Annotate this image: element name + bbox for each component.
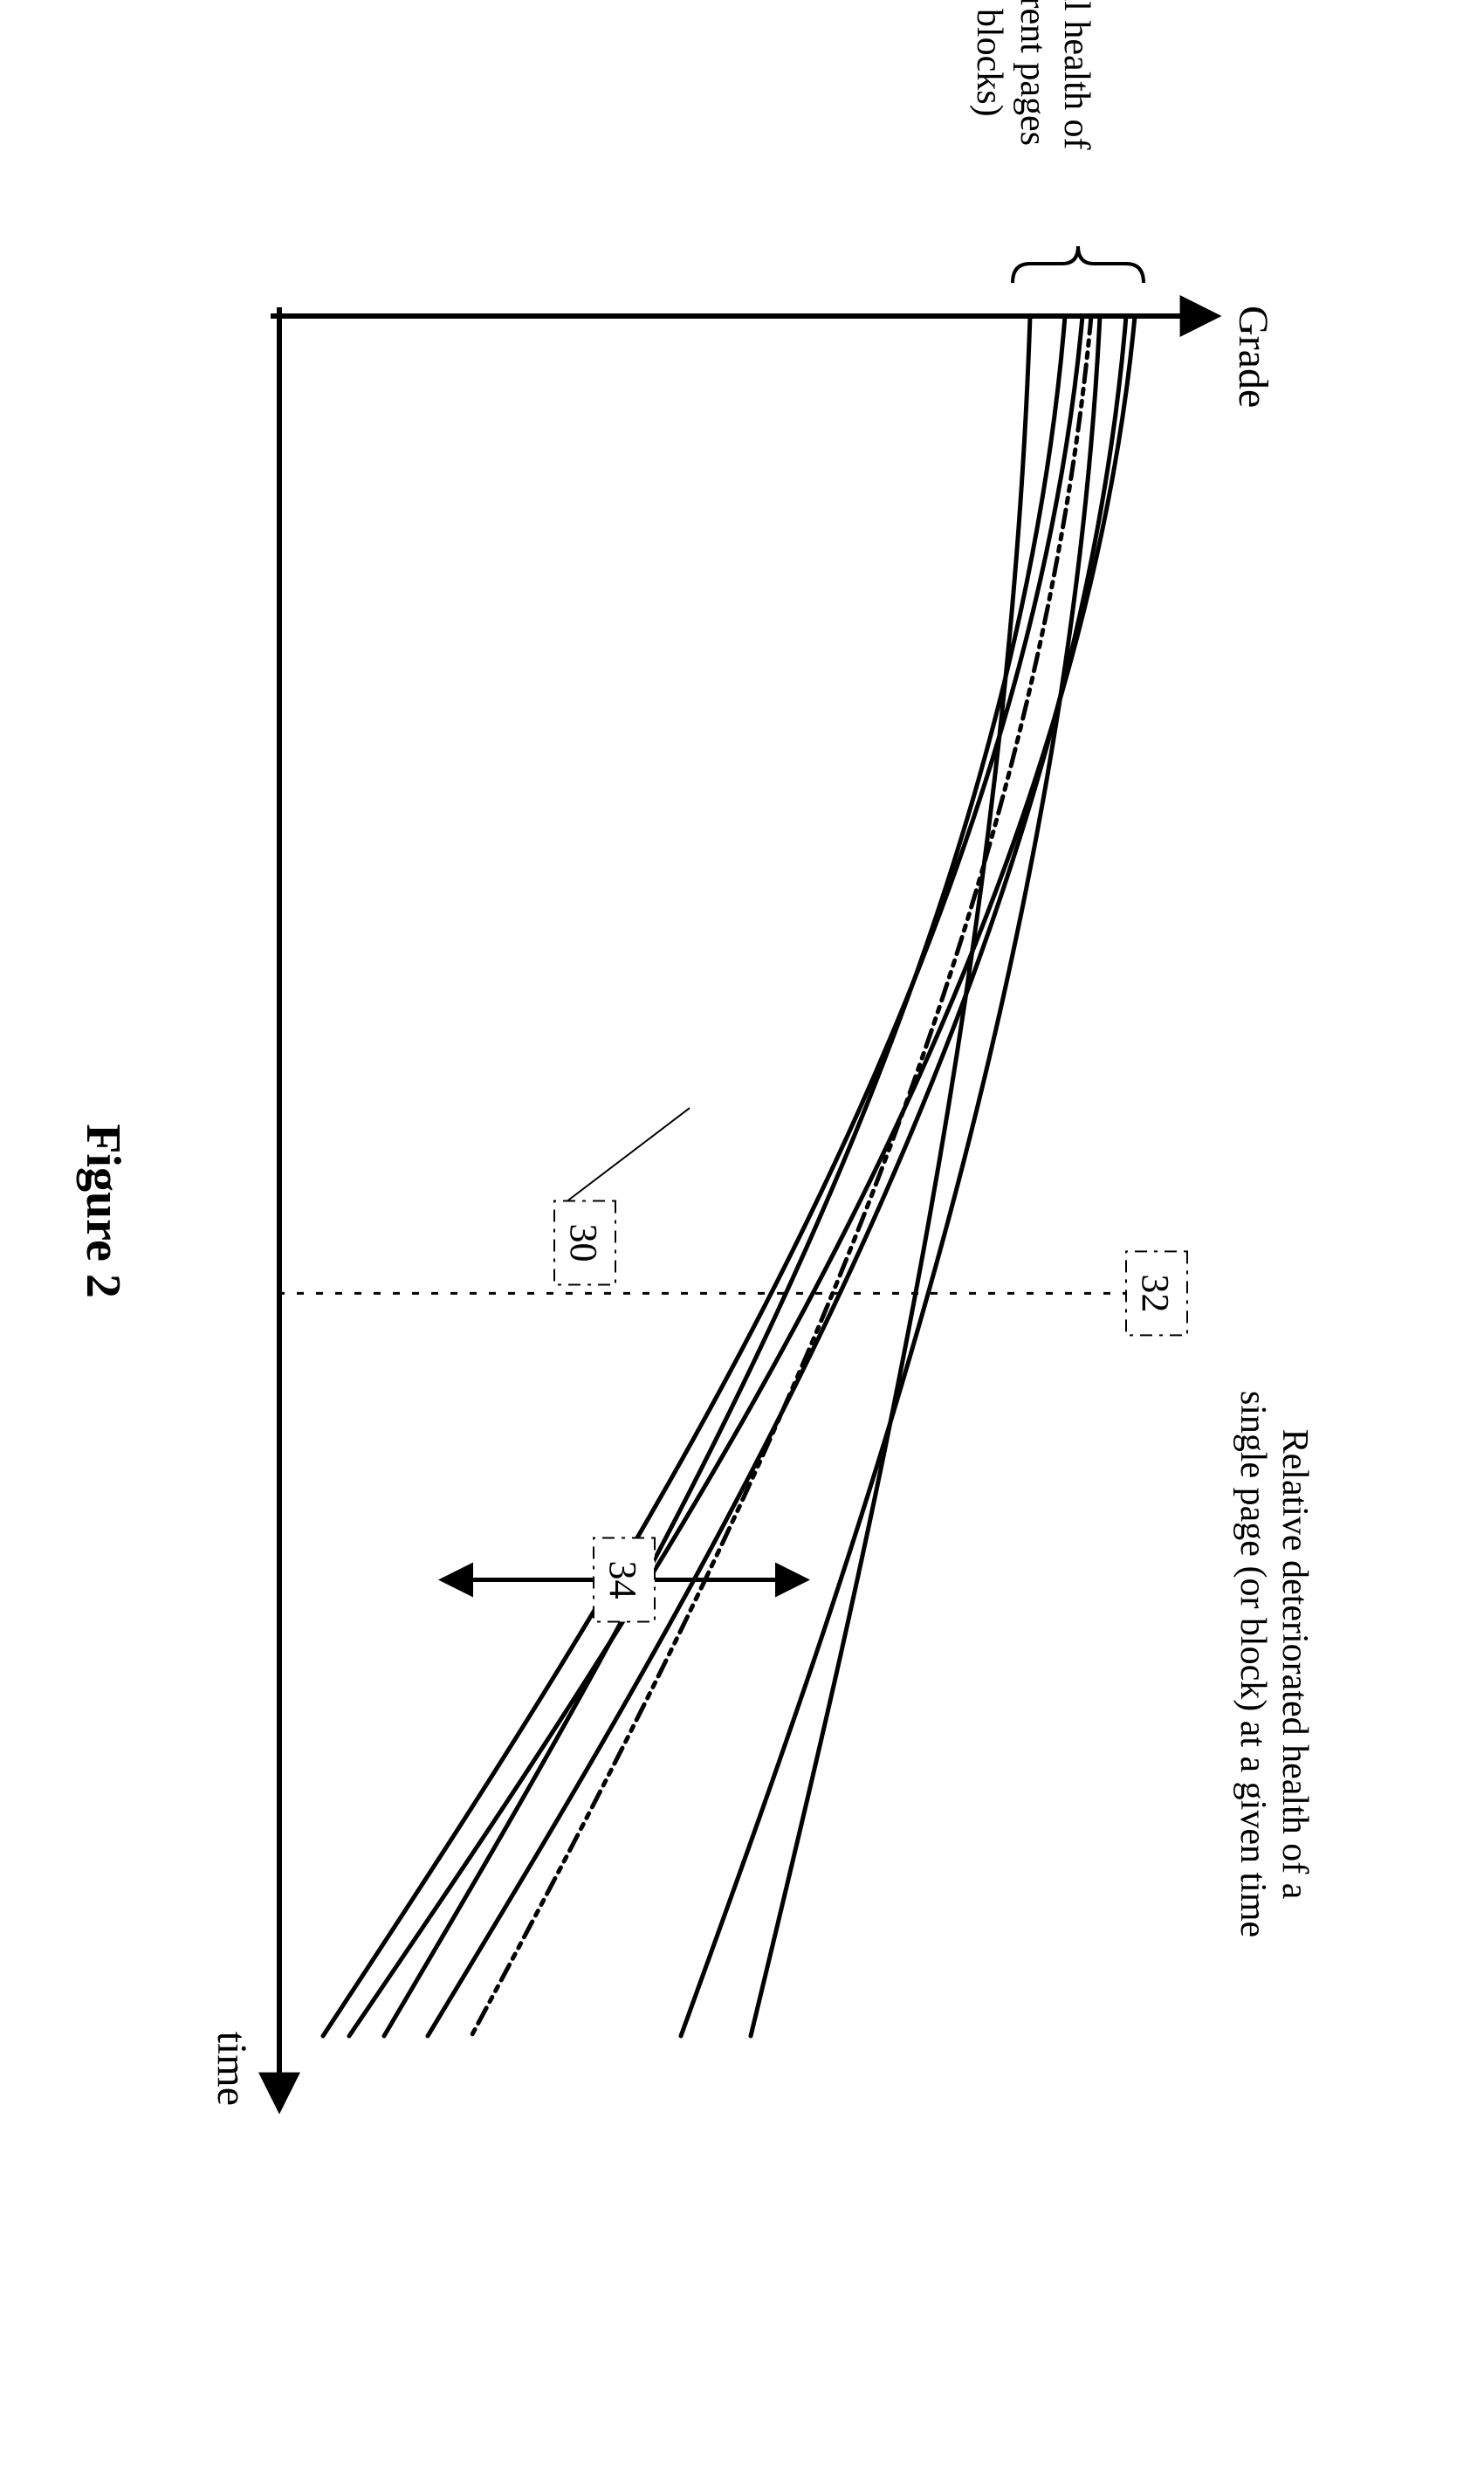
label-line: (or blocks) [969,0,1009,117]
callout-labels: 32 34 30 [554,1108,1187,1621]
deteriorated-health-label: Relative deteriorated health of a single… [1233,1391,1315,1937]
figure-caption: Figure 2 [76,1124,130,1298]
svg-text:30: 30 [562,1224,605,1262]
svg-text:34: 34 [601,1561,644,1599]
initial-health-label: Initial health of different pages (or bl… [969,0,1144,283]
label-line: single page (or block) at a given time [1233,1391,1273,1937]
x-axis-label: time [209,2032,255,2106]
axes [271,307,1213,2106]
figure-svg: 32 34 30 Grade time Initial health of diff… [0,0,1484,2483]
average-curve [471,316,1091,2036]
label-line: Initial health of [1056,0,1096,149]
label-line: Relative deteriorated health of a [1274,1429,1315,1900]
svg-text:32: 32 [1134,1274,1177,1312]
decay-curves [323,316,1135,2036]
label-line: different pages [1013,0,1053,146]
figure-2-stage: 32 34 30 Grade time Initial health of diff… [0,0,1484,2483]
y-axis-label: Grade [1230,306,1276,408]
curly-brace [1013,246,1144,283]
